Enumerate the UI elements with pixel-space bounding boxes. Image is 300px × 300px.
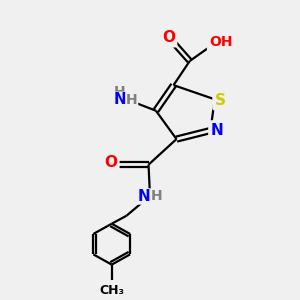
Text: H: H bbox=[151, 190, 162, 203]
Text: CH₃: CH₃ bbox=[99, 284, 124, 297]
Text: N: N bbox=[211, 122, 223, 137]
Text: H: H bbox=[126, 93, 138, 107]
Text: O: O bbox=[104, 155, 117, 170]
Text: H: H bbox=[114, 85, 126, 99]
Text: O: O bbox=[162, 30, 175, 45]
Text: N: N bbox=[137, 189, 150, 204]
Text: S: S bbox=[214, 93, 226, 108]
Text: OH: OH bbox=[209, 35, 232, 49]
Text: N: N bbox=[114, 92, 126, 107]
